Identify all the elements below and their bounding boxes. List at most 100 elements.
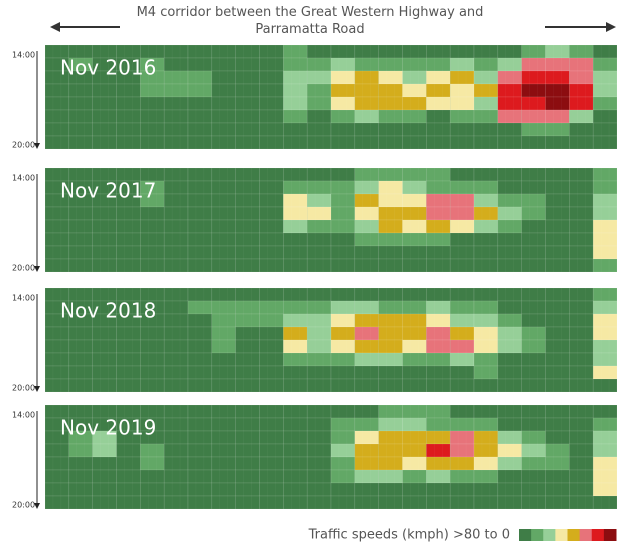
cell xyxy=(211,70,236,85)
cell xyxy=(116,378,141,393)
cell xyxy=(116,206,141,221)
cell xyxy=(211,135,236,150)
cell xyxy=(283,365,308,380)
cell xyxy=(163,313,189,328)
cell xyxy=(545,135,570,150)
cell xyxy=(378,109,403,124)
cell xyxy=(354,404,379,419)
cell xyxy=(283,245,308,260)
cell xyxy=(187,326,213,341)
cell xyxy=(378,167,403,182)
cell xyxy=(426,122,451,137)
cell xyxy=(545,122,570,137)
cell xyxy=(92,365,117,380)
cell xyxy=(235,206,260,221)
cell xyxy=(521,430,546,445)
cell xyxy=(259,206,284,221)
cell xyxy=(378,378,403,393)
cell xyxy=(259,443,284,458)
cell xyxy=(44,122,70,137)
cell xyxy=(116,219,141,234)
cell xyxy=(378,352,403,367)
cell xyxy=(68,443,93,458)
cell xyxy=(402,352,427,367)
cell xyxy=(354,313,379,328)
cell xyxy=(569,287,594,302)
cell xyxy=(211,300,236,315)
cell xyxy=(259,258,284,273)
cell xyxy=(378,287,403,302)
cell xyxy=(330,245,356,260)
cell xyxy=(235,469,260,484)
cell xyxy=(187,180,213,195)
cell xyxy=(569,495,594,510)
cell xyxy=(497,469,522,484)
cell xyxy=(354,300,379,315)
cell xyxy=(211,456,236,471)
cell xyxy=(330,122,356,137)
cell xyxy=(211,365,236,380)
cell xyxy=(426,482,451,497)
cell xyxy=(592,430,618,445)
cell xyxy=(330,352,356,367)
cell xyxy=(235,57,260,72)
cell xyxy=(473,135,499,150)
cell xyxy=(497,378,522,393)
cell xyxy=(283,193,308,208)
cell xyxy=(426,430,451,445)
cell xyxy=(283,430,308,445)
cell xyxy=(283,122,308,137)
cell xyxy=(473,339,499,354)
cell xyxy=(259,469,284,484)
cell xyxy=(92,352,117,367)
cell xyxy=(449,258,475,273)
cell xyxy=(140,122,165,137)
cell xyxy=(306,404,332,419)
cell xyxy=(330,378,356,393)
cell xyxy=(354,109,379,124)
cell xyxy=(402,219,427,234)
cell xyxy=(449,404,475,419)
cell xyxy=(449,167,475,182)
cell xyxy=(306,167,332,182)
cell xyxy=(378,495,403,510)
cell xyxy=(354,378,379,393)
cell xyxy=(449,326,475,341)
cell xyxy=(306,313,332,328)
cell xyxy=(330,300,356,315)
cell xyxy=(259,245,284,260)
cell xyxy=(283,456,308,471)
cell xyxy=(163,206,189,221)
arrow-right-head xyxy=(606,22,616,32)
cell xyxy=(545,96,570,111)
cell xyxy=(545,313,570,328)
cell xyxy=(569,109,594,124)
cell xyxy=(259,339,284,354)
cell xyxy=(378,404,403,419)
cell xyxy=(235,456,260,471)
cell xyxy=(449,482,475,497)
cell xyxy=(163,443,189,458)
cell xyxy=(283,443,308,458)
cell xyxy=(402,83,427,98)
cell xyxy=(449,206,475,221)
cell xyxy=(330,326,356,341)
cell xyxy=(68,378,93,393)
cell xyxy=(378,70,403,85)
cell xyxy=(330,258,356,273)
cell xyxy=(235,258,260,273)
cell xyxy=(354,469,379,484)
cell xyxy=(473,482,499,497)
cell xyxy=(402,206,427,221)
cell xyxy=(283,482,308,497)
cell xyxy=(449,135,475,150)
cell xyxy=(473,57,499,72)
cell xyxy=(545,219,570,234)
cell xyxy=(521,96,546,111)
cell xyxy=(140,232,165,247)
cell xyxy=(354,339,379,354)
cell xyxy=(402,135,427,150)
cell xyxy=(306,287,332,302)
cell xyxy=(402,232,427,247)
cell xyxy=(449,495,475,510)
